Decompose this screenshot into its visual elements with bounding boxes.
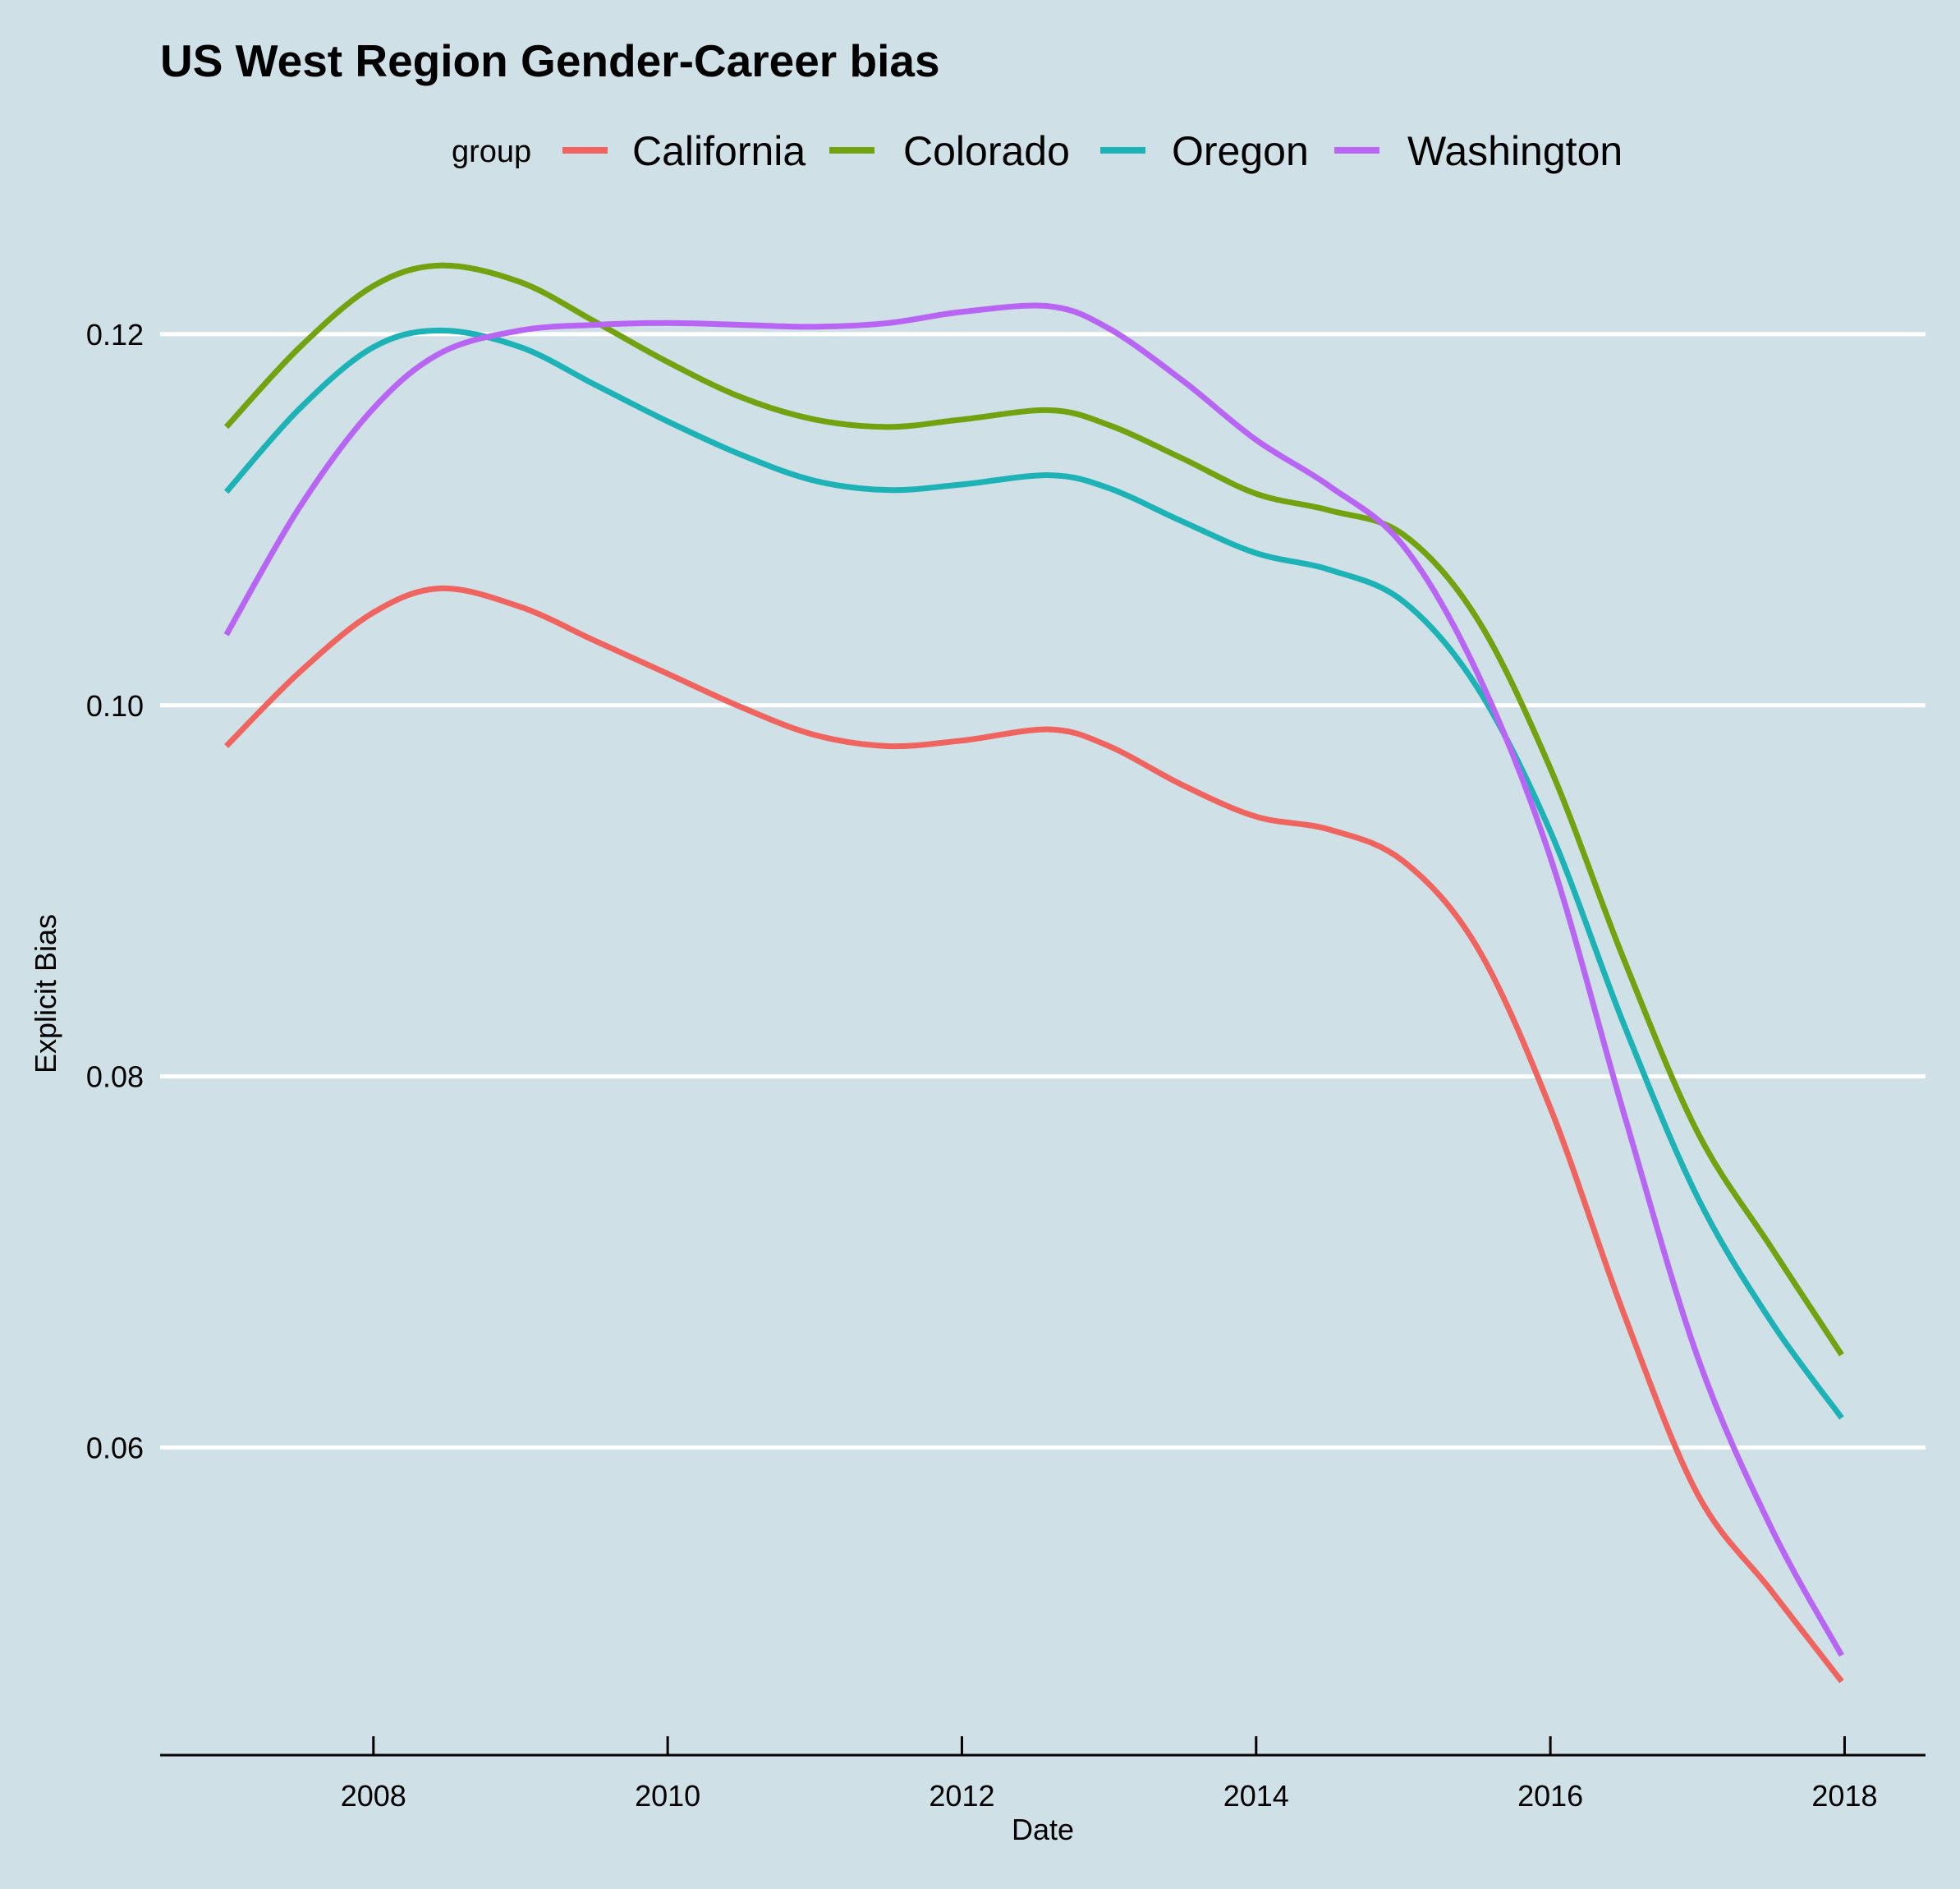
x-tick-label: 2018: [1811, 1779, 1877, 1813]
x-tick-label: 2016: [1517, 1779, 1583, 1813]
y-tick-label: 0.06: [86, 1432, 144, 1465]
y-axis: 0.06 0.08 0.10 0.12: [86, 318, 144, 1465]
series-line-oregon: [224, 327, 1844, 1420]
series-lines: [223, 262, 1844, 1684]
legend-label-california: California: [632, 128, 806, 174]
x-axis: 2008 2010 2012 2014 2016 2018: [160, 1736, 1926, 1813]
legend-label-oregon: Oregon: [1172, 128, 1309, 174]
series-line-california: [224, 585, 1844, 1684]
x-tick-label: 2008: [341, 1779, 406, 1813]
series-line-washington: [223, 302, 1844, 1657]
y-tick-label: 0.12: [86, 318, 144, 352]
x-tick-label: 2012: [929, 1779, 994, 1813]
legend: group California Colorado Oregon Washington: [452, 128, 1623, 174]
x-tick-label: 2014: [1223, 1779, 1289, 1813]
x-tick-label: 2010: [635, 1779, 700, 1813]
gridlines: [160, 332, 1926, 1450]
legend-title: group: [452, 135, 531, 169]
chart-title: US West Region Gender-Career bias: [160, 35, 940, 86]
y-axis-label: Explicit Bias: [29, 914, 62, 1073]
series-line-colorado: [224, 262, 1844, 1357]
legend-label-colorado: Colorado: [903, 128, 1070, 174]
x-axis-label: Date: [1012, 1813, 1074, 1846]
y-tick-label: 0.08: [86, 1060, 144, 1094]
y-tick-label: 0.10: [86, 689, 144, 723]
legend-label-washington: Washington: [1407, 128, 1623, 174]
